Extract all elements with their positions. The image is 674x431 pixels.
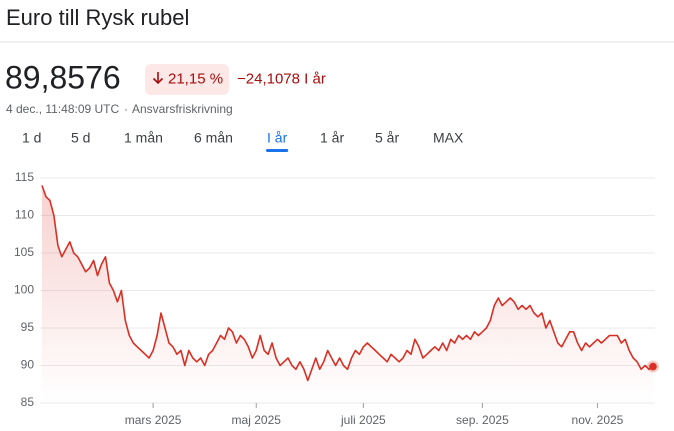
- title: Euro till Rysk rubel: [6, 5, 189, 30]
- y-tick-label: 105: [14, 245, 34, 259]
- x-tick-label: maj 2025: [232, 413, 282, 427]
- range-tab[interactable]: 1 mån: [124, 130, 163, 146]
- area-fill: [42, 185, 653, 403]
- y-tick-label: 110: [15, 208, 34, 222]
- range-tab[interactable]: 1 d: [22, 130, 41, 146]
- range-tabs: 1 d 5 d 1 mån 6 mån I år 1 år 5 år MAX: [22, 130, 464, 152]
- y-tick-label: 100: [14, 283, 34, 297]
- down-arrow: [152, 72, 164, 85]
- chart: 85 90 95 100 105 110 115 mars 2025 maj 2025 juli …: [14, 170, 659, 427]
- x-tick-label: mars 2025: [125, 413, 182, 427]
- range-tab[interactable]: 5 d: [71, 130, 90, 146]
- y-tick-label: 90: [21, 358, 35, 372]
- x-tick-label: sep. 2025: [456, 413, 509, 427]
- change-value: −24,1078 I år: [237, 70, 326, 87]
- price: 89,8576: [5, 59, 121, 95]
- change-chip: [145, 64, 229, 95]
- y-tick-label: 85: [21, 395, 35, 409]
- range-tab[interactable]: 5 år: [375, 130, 399, 146]
- range-tab[interactable]: I år: [267, 130, 288, 146]
- range-tab[interactable]: MAX: [433, 130, 464, 146]
- active-tab-underline: [266, 149, 289, 152]
- disclaimer[interactable]: Ansvarsfriskrivning: [132, 102, 233, 116]
- price-line: [41, 185, 654, 382]
- range-tab[interactable]: 1 år: [320, 130, 344, 146]
- last-point: [649, 362, 657, 371]
- separator: ·: [124, 102, 128, 116]
- y-tick-label: 115: [15, 170, 34, 184]
- x-tick-label: nov. 2025: [572, 413, 624, 427]
- range-tab[interactable]: 6 mån: [194, 130, 233, 146]
- timestamp: 4 dec., 11:48:09 UTC: [6, 102, 120, 116]
- change-percent: 21,15 %: [168, 70, 223, 87]
- y-tick-label: 95: [21, 320, 35, 334]
- x-tick-label: juli 2025: [340, 413, 386, 427]
